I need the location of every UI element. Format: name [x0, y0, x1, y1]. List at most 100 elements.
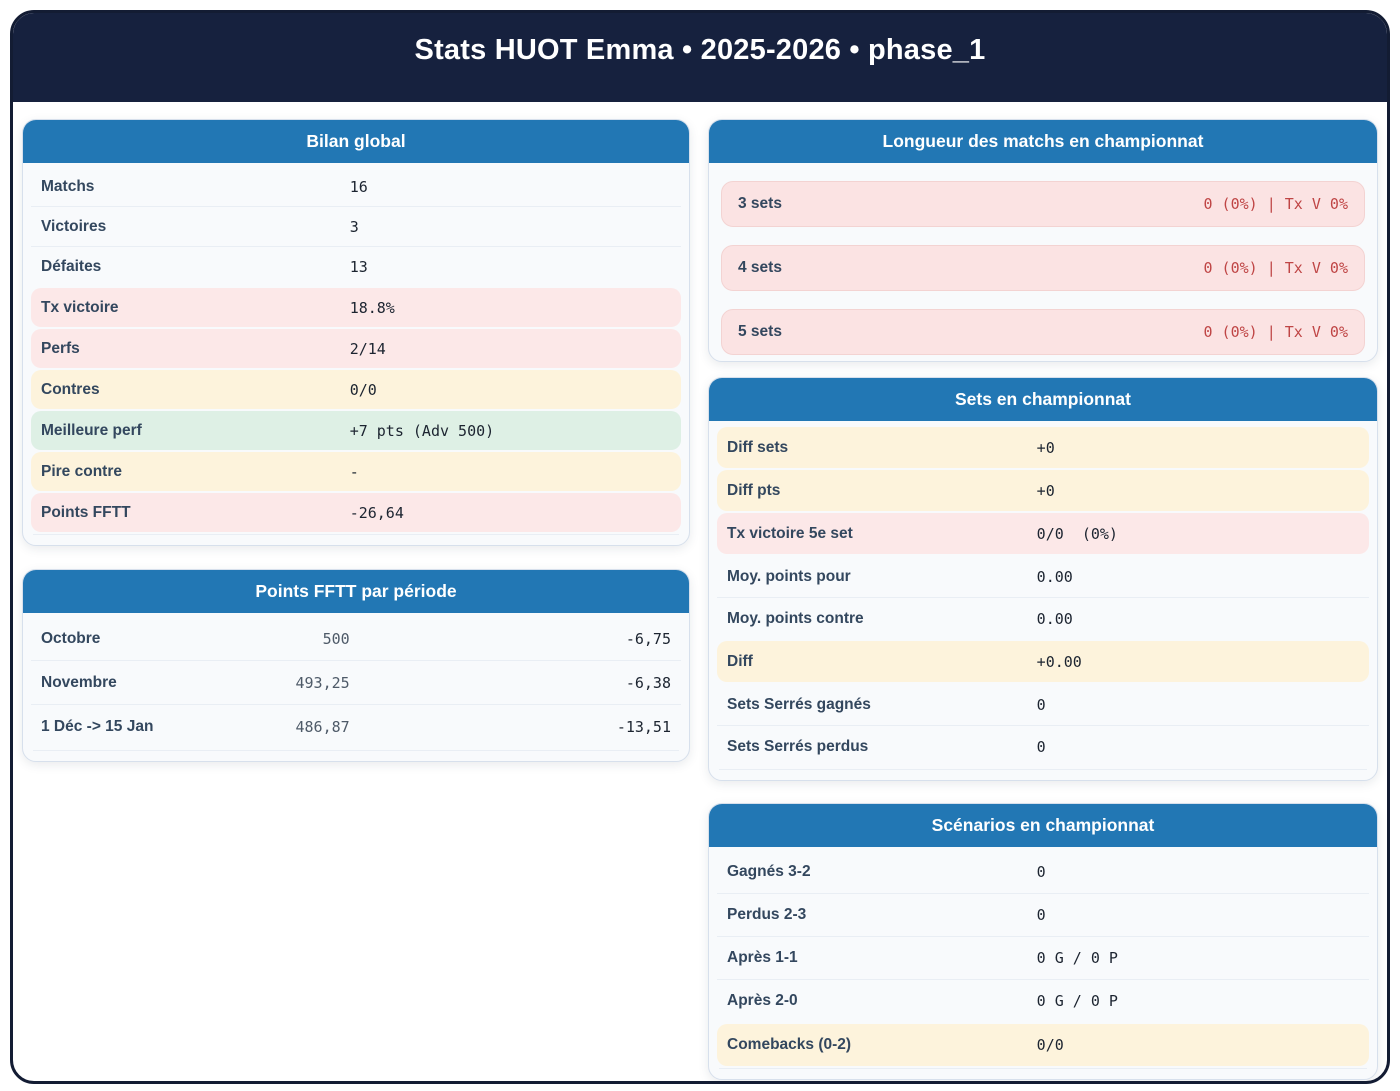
left-column: Bilan global Matchs 16 Victoires 3 Défai… [22, 119, 690, 1080]
stat-value: 0/0 [349, 380, 377, 399]
stat-label: Diff pts [727, 481, 781, 499]
match-length-value: 0 (0%) | Tx V 0% [1203, 195, 1349, 213]
stat-row: Victoires 3 [31, 206, 681, 246]
stat-value: -26,64 [349, 503, 404, 522]
stat-label: Après 1-1 [727, 949, 798, 966]
stat-label: Après 2-0 [727, 992, 798, 1009]
stat-row: Tx victoire 5e set 0/0 (0%) [717, 513, 1369, 554]
stat-row: Sets Serrés perdus 0 [717, 725, 1369, 767]
stat-label: Moy. points pour [727, 567, 851, 585]
card-bilan-body: Matchs 16 Victoires 3 Défaites 13 Tx vic… [23, 163, 689, 545]
period-points: 493,25 [295, 673, 350, 692]
card-longueur-matchs: Longueur des matchs en championnat 3 set… [708, 119, 1378, 362]
stat-row: Défaites 13 [31, 246, 681, 286]
period-label: Novembre [41, 673, 117, 691]
card-points-periode: Points FFTT par période Octobre 500 -6,7… [22, 569, 690, 762]
period-row: 1 Déc -> 15 Jan 486,87 -13,51 [31, 704, 681, 748]
stat-label: Perfs [41, 339, 80, 357]
stat-label: Défaites [41, 257, 102, 275]
stat-label: Diff [727, 652, 753, 670]
stat-label: Tx victoire 5e set [727, 524, 853, 542]
stat-row: Meilleure perf +7 pts (Adv 500) [31, 411, 681, 450]
period-points: 486,87 [295, 717, 350, 736]
stat-value: 0 [1036, 863, 1046, 881]
stat-label: Diff sets [727, 438, 789, 456]
stat-row: Diff pts +0 [717, 470, 1369, 511]
stat-row: Après 1-1 0 G / 0 P [717, 936, 1369, 979]
stat-label: Tx victoire [41, 298, 119, 316]
match-length-label: 5 sets [738, 323, 782, 340]
card-sets-championnat: Sets en championnat Diff sets +0 Diff pt… [708, 377, 1378, 781]
match-length-row: 5 sets 0 (0%) | Tx V 0% [721, 309, 1365, 355]
card-longueur-header: Longueur des matchs en championnat [709, 120, 1377, 163]
stat-row: Contres 0/0 [31, 370, 681, 409]
stat-row: Diff +0.00 [717, 641, 1369, 682]
stat-label: Gagnés 3-2 [727, 863, 811, 880]
stat-label: Perdus 2-3 [727, 906, 807, 923]
stat-value: +0 [1036, 438, 1055, 457]
card-periode-header: Points FFTT par période [23, 570, 689, 613]
stat-value: 0 [1036, 695, 1046, 714]
stat-value: 0/0 [1036, 1036, 1064, 1054]
period-delta: -13,51 [616, 717, 671, 736]
stat-row: Gagnés 3-2 0 [717, 851, 1369, 893]
card-sets-header: Sets en championnat [709, 378, 1377, 421]
stat-label: Sets Serrés gagnés [727, 695, 871, 713]
stat-label: Comebacks (0-2) [727, 1036, 852, 1053]
period-row: Octobre 500 -6,75 [31, 617, 681, 660]
stat-label: Matchs [41, 177, 95, 195]
stat-row: Pire contre - [31, 452, 681, 491]
stat-row: Tx victoire 18.8% [31, 288, 681, 327]
page-title: Stats HUOT Emma • 2025-2026 • phase_1 [414, 34, 986, 66]
card-scenarios-header: Scénarios en championnat [709, 804, 1377, 847]
period-delta: -6,38 [625, 673, 671, 692]
stat-row: Points FFTT -26,64 [31, 493, 681, 532]
match-length-value: 0 (0%) | Tx V 0% [1203, 323, 1349, 341]
stat-value: 0 [1036, 737, 1046, 756]
stat-row: Perfs 2/14 [31, 329, 681, 368]
stat-row: Moy. points pour 0.00 [717, 556, 1369, 597]
stat-row: Moy. points contre 0.00 [717, 597, 1369, 639]
match-length-row: 4 sets 0 (0%) | Tx V 0% [721, 245, 1365, 291]
stat-row: Après 2-0 0 G / 0 P [717, 979, 1369, 1022]
stat-row: Sets Serrés gagnés 0 [717, 684, 1369, 725]
title-bar: Stats HUOT Emma • 2025-2026 • phase_1 [13, 13, 1387, 102]
card-sets-body: Diff sets +0 Diff pts +0 Tx victoire 5e … [709, 421, 1377, 780]
stat-label: Sets Serrés perdus [727, 737, 869, 755]
match-length-label: 4 sets [738, 259, 782, 276]
period-points: 500 [322, 629, 350, 648]
stat-value: 13 [349, 257, 368, 276]
stat-value: 16 [349, 177, 368, 196]
period-label: Octobre [41, 629, 101, 647]
stat-row: Diff sets +0 [717, 427, 1369, 468]
stat-value: 0 [1036, 906, 1046, 924]
stat-label: Meilleure perf [41, 421, 142, 439]
period-delta: -6,75 [625, 629, 671, 648]
match-length-value: 0 (0%) | Tx V 0% [1203, 259, 1349, 277]
card-periode-body: Octobre 500 -6,75 Novembre 493,25 -6,38 … [23, 613, 689, 761]
stat-value: 0.00 [1036, 609, 1073, 628]
stat-value: +0 [1036, 481, 1055, 500]
stat-label: Moy. points contre [727, 609, 864, 627]
stat-row: Matchs 16 [31, 167, 681, 206]
period-row: Novembre 493,25 -6,38 [31, 660, 681, 704]
stat-value: +0.00 [1036, 652, 1082, 671]
period-label: 1 Déc -> 15 Jan [41, 717, 154, 735]
card-scenarios-body: Gagnés 3-2 0 Perdus 2-3 0 Après 1-1 0 G … [709, 847, 1377, 1079]
stat-value: 0 G / 0 P [1036, 992, 1118, 1010]
stat-row: Perdus 2-3 0 [717, 893, 1369, 936]
page-frame: Stats HUOT Emma • 2025-2026 • phase_1 Bi… [10, 10, 1390, 1084]
stat-value: 2/14 [349, 339, 386, 358]
card-scenarios-championnat: Scénarios en championnat Gagnés 3-2 0 Pe… [708, 803, 1378, 1080]
card-bilan-header: Bilan global [23, 120, 689, 163]
stat-label: Contres [41, 380, 100, 398]
right-column: Longueur des matchs en championnat 3 set… [708, 119, 1378, 1080]
stat-value: 0 G / 0 P [1036, 949, 1118, 967]
stat-value: +7 pts (Adv 500) [349, 421, 495, 440]
card-bilan-global: Bilan global Matchs 16 Victoires 3 Défai… [22, 119, 690, 546]
stat-value: 18.8% [349, 298, 395, 317]
stat-label: Victoires [41, 217, 107, 235]
stat-value: - [349, 462, 359, 481]
match-length-label: 3 sets [738, 195, 782, 212]
stat-value: 0/0 (0%) [1036, 524, 1118, 543]
